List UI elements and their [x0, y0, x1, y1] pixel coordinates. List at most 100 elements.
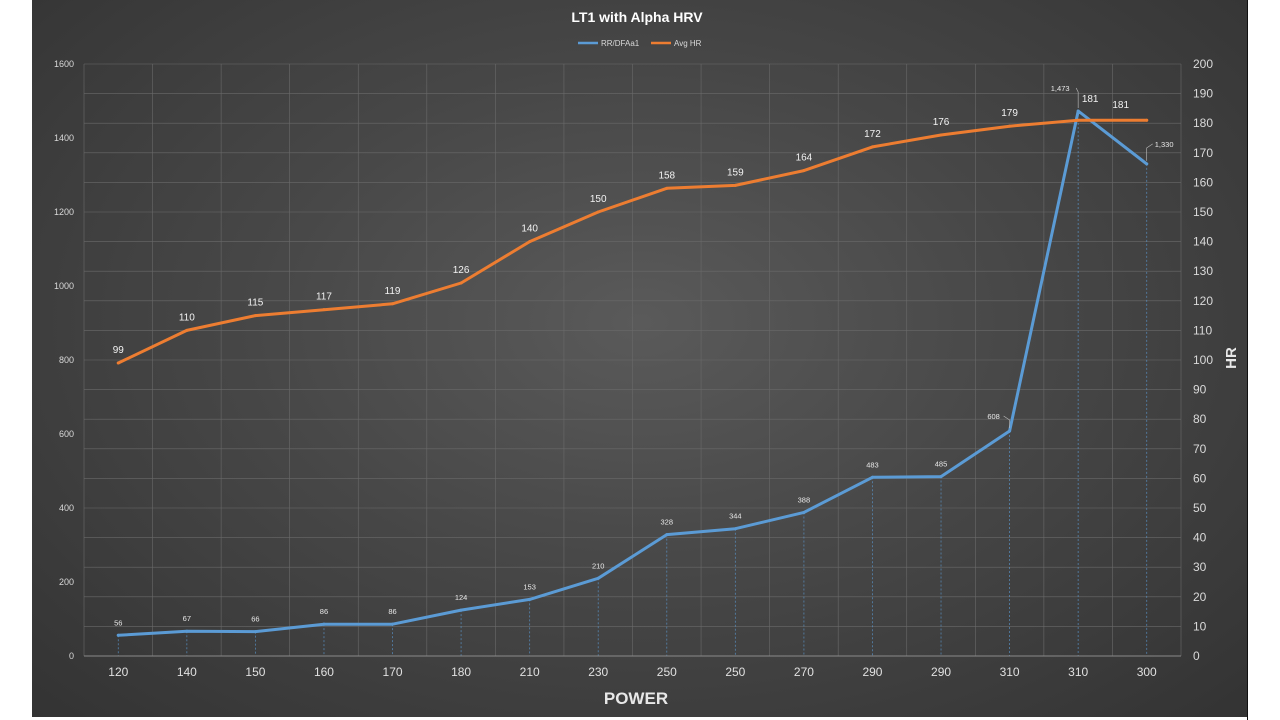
- rr-data-label: 608: [987, 412, 1000, 421]
- y-left-tick-label: 1000: [54, 281, 74, 291]
- y-right-tick-label: 170: [1193, 146, 1213, 160]
- series-rr-dfaa1-point: [528, 597, 532, 601]
- y-right-tick-label: 10: [1193, 619, 1207, 633]
- rr-data-label: 86: [388, 607, 396, 616]
- hr-data-label: 115: [247, 298, 263, 309]
- series-lines: [116, 109, 1149, 637]
- x-tick-label: 230: [588, 665, 608, 679]
- hr-data-label: 164: [796, 153, 813, 164]
- series-avg-hr-point: [322, 308, 326, 312]
- hr-data-label: 158: [658, 170, 675, 181]
- series-avg-hr-point: [733, 183, 737, 187]
- hr-data-label: 179: [1001, 108, 1018, 119]
- x-tick-label: 180: [451, 665, 471, 679]
- y-left-tick-label: 1200: [54, 207, 74, 217]
- y-left-tick-label: 1400: [54, 133, 74, 143]
- y-left-tick-label: 600: [59, 429, 74, 439]
- hr-data-label: 150: [590, 194, 607, 205]
- x-axis-title: POWER: [604, 689, 668, 708]
- series-avg-hr-point: [802, 169, 806, 173]
- y-right-tick-label: 120: [1193, 294, 1213, 308]
- series-rr-dfaa1: [116, 109, 1149, 637]
- y-right-axis-title: HR: [1223, 347, 1240, 369]
- series-rr-dfaa1-point: [116, 633, 120, 637]
- series-avg-hr-point: [459, 281, 463, 285]
- x-tick-label: 160: [314, 665, 334, 679]
- rr-data-label: 210: [592, 561, 605, 570]
- y-left-tick-label: 800: [59, 355, 74, 365]
- series-avg-hr-point: [939, 133, 943, 137]
- series-rr-dfaa1-point: [733, 527, 737, 531]
- hr-data-label: 176: [933, 117, 950, 128]
- x-tick-label: 290: [862, 665, 882, 679]
- gridlines: [83, 63, 1182, 657]
- series-avg-hr-point: [253, 314, 257, 318]
- series-rr-dfaa1-point: [185, 629, 189, 633]
- series-avg-hr-point: [528, 240, 532, 244]
- x-tick-label: 150: [245, 665, 265, 679]
- y-right-tick-label: 90: [1193, 383, 1207, 397]
- hr-data-label: 140: [521, 224, 538, 235]
- series-rr-dfaa1-point: [459, 608, 463, 612]
- series-avg-hr-point: [665, 186, 669, 190]
- hr-data-label: 181: [1082, 94, 1099, 105]
- x-tick-label: 250: [657, 665, 677, 679]
- rr-label-leader: [1146, 143, 1153, 161]
- rr-data-label: 483: [866, 460, 879, 469]
- x-tick-label: 120: [108, 665, 128, 679]
- series-avg-hr-point: [1145, 118, 1149, 122]
- series-avg-hr: [116, 118, 1149, 365]
- chart-background: [32, 0, 1248, 717]
- hr-data-label: 159: [727, 167, 744, 178]
- data-labels: 56 67 66 86 86 124 153 210 328 344 388 483 485 608 1,4…: [113, 84, 1174, 627]
- y-right-tick-label: 60: [1193, 471, 1207, 485]
- hr-data-label: 110: [179, 312, 195, 323]
- series-avg-hr-point: [1008, 124, 1012, 128]
- rr-data-label: 66: [251, 615, 259, 624]
- page-margin: [1248, 0, 1280, 720]
- hr-data-label: 117: [316, 292, 332, 303]
- y-right-tick-label: 110: [1193, 323, 1212, 337]
- y-left-tick-label: 200: [59, 577, 74, 587]
- hr-data-label: 99: [113, 345, 125, 356]
- y-right-tick-label: 0: [1193, 649, 1200, 663]
- rr-data-label: 328: [661, 518, 674, 527]
- y-right-tick-label: 70: [1193, 442, 1207, 456]
- rr-data-label: 344: [729, 512, 742, 521]
- series-avg-hr-point: [185, 328, 189, 332]
- drop-lines: [117, 110, 1148, 656]
- chart-title: LT1 with Alpha HRV: [571, 9, 703, 25]
- series-rr-dfaa1-point: [870, 475, 874, 479]
- rr-data-label: 485: [935, 460, 948, 469]
- legend: RR/DFAa1 Avg HR: [578, 39, 702, 48]
- series-rr-dfaa1-point: [596, 576, 600, 580]
- x-tick-label: 290: [931, 665, 951, 679]
- x-tick-label: 140: [177, 665, 197, 679]
- series-avg-hr-point: [870, 145, 874, 149]
- series-rr-dfaa1-point: [322, 622, 326, 626]
- series-rr-dfaa1-point: [1145, 162, 1149, 166]
- y-right-tick-label: 150: [1193, 205, 1213, 219]
- series-rr-dfaa1-point: [391, 622, 395, 626]
- rr-data-label: 86: [320, 607, 328, 616]
- legend-label-hr: Avg HR: [674, 39, 702, 48]
- series-rr-dfaa1-point: [802, 510, 806, 514]
- y-right-tick-label: 160: [1193, 175, 1213, 189]
- y-right-tick-label: 30: [1193, 560, 1207, 574]
- rr-data-label: 153: [523, 582, 536, 591]
- rr-label-leader: [1075, 87, 1079, 108]
- series-rr-dfaa1-point: [939, 475, 943, 479]
- x-tick-label: 170: [383, 665, 403, 679]
- y-right-tick-label: 130: [1193, 264, 1213, 278]
- series-rr-dfaa1-point: [253, 630, 257, 634]
- y-right-tick-label: 40: [1193, 531, 1207, 545]
- hr-data-label: 119: [385, 286, 401, 297]
- x-tick-label: 270: [794, 665, 814, 679]
- rr-data-label: 56: [114, 618, 122, 627]
- hr-data-label: 126: [453, 265, 470, 276]
- series-avg-hr-point: [596, 210, 600, 214]
- x-tick-label: 250: [725, 665, 745, 679]
- hr-data-label: 181: [1112, 100, 1129, 111]
- y-right-tick-label: 200: [1193, 57, 1213, 71]
